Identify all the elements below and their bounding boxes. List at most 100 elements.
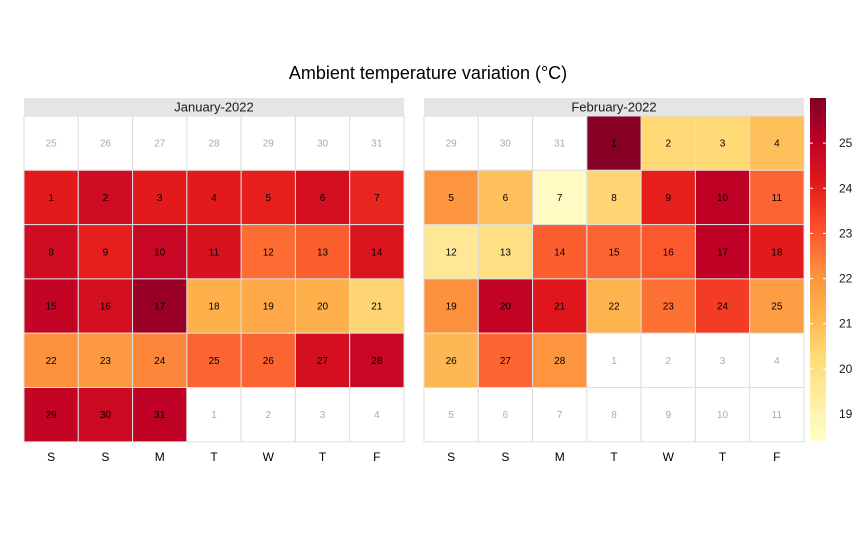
heatmap-cell xyxy=(640,224,696,280)
heatmap-cell xyxy=(532,387,588,443)
heatmap-cell xyxy=(640,169,696,226)
weekday-label: T xyxy=(210,450,218,464)
heatmap-cell xyxy=(749,332,805,389)
day-label: 6 xyxy=(503,193,509,204)
heatmap-cell xyxy=(532,224,588,280)
colorbar xyxy=(810,98,826,441)
day-label: 15 xyxy=(46,302,58,313)
colorbar-tick-label: 20 xyxy=(839,362,853,376)
weekday-label: T xyxy=(319,450,327,464)
heatmap-cell xyxy=(349,332,405,389)
day-label: 16 xyxy=(100,302,112,313)
day-label: 9 xyxy=(666,410,672,421)
day-label: 17 xyxy=(717,247,729,258)
chart-title: Ambient temperature variation (°C) xyxy=(289,63,567,83)
day-label: 31 xyxy=(154,410,166,421)
heatmap-cell xyxy=(132,332,188,389)
day-label: 5 xyxy=(448,410,454,421)
day-label: 2 xyxy=(266,410,272,421)
day-label: 6 xyxy=(320,193,326,204)
day-label: 19 xyxy=(263,302,275,313)
heatmap-cell xyxy=(694,387,751,443)
weekday-label: S xyxy=(47,450,55,464)
heatmap-cell xyxy=(294,387,351,443)
heatmap-cell xyxy=(586,278,642,334)
day-label: 12 xyxy=(446,247,458,258)
heatmap-cell xyxy=(640,387,696,443)
day-label: 11 xyxy=(209,247,220,258)
heatmap-cell xyxy=(23,224,79,280)
day-label: 15 xyxy=(608,247,620,258)
day-label: 23 xyxy=(100,356,112,367)
day-label: 24 xyxy=(154,356,166,367)
weekday-label: M xyxy=(555,450,565,464)
day-label: 12 xyxy=(263,247,275,258)
day-label: 10 xyxy=(717,410,729,421)
heatmap-cell xyxy=(186,169,242,226)
day-label: 8 xyxy=(48,247,54,258)
day-label: 30 xyxy=(100,410,112,421)
weekday-label: F xyxy=(373,450,380,464)
day-label: 13 xyxy=(500,247,512,258)
heatmap-cell xyxy=(640,332,696,389)
day-label: 10 xyxy=(717,193,729,204)
day-label: 29 xyxy=(46,410,58,421)
day-label: 14 xyxy=(371,247,383,258)
heatmap-cell xyxy=(240,332,296,389)
day-label: 21 xyxy=(371,302,383,313)
day-label: 22 xyxy=(608,302,620,313)
day-label: 13 xyxy=(317,247,329,258)
heatmap-cell xyxy=(694,169,751,226)
heatmap-cell xyxy=(477,278,534,334)
heatmap-cell xyxy=(694,278,751,334)
day-label: 26 xyxy=(446,356,458,367)
colorbar-legend: 19 20 21 22 23 24 25 xyxy=(810,98,853,441)
weekday-label: W xyxy=(263,450,275,464)
heatmap-cell xyxy=(23,169,79,226)
heatmap-cell xyxy=(132,278,188,334)
heatmap-cell xyxy=(423,115,479,171)
heatmap-cell xyxy=(532,278,588,334)
heatmap-cell xyxy=(186,387,242,443)
heatmap-cell xyxy=(240,224,296,280)
day-label: 23 xyxy=(663,302,675,313)
colorbar-tick-label: 22 xyxy=(839,272,853,286)
day-label: 31 xyxy=(371,139,383,150)
colorbar-tick-label: 24 xyxy=(839,181,853,195)
day-label: 31 xyxy=(554,139,566,150)
heatmap-cell xyxy=(586,169,642,226)
weekday-label: W xyxy=(663,450,675,464)
day-label: 25 xyxy=(771,302,783,313)
day-label: 25 xyxy=(208,356,220,367)
day-label: 14 xyxy=(554,247,566,258)
heatmap-cell xyxy=(240,115,296,171)
day-label: 25 xyxy=(46,139,58,150)
day-label: 4 xyxy=(774,139,780,150)
day-label: 30 xyxy=(317,139,329,150)
day-label: 11 xyxy=(772,193,783,204)
day-label: 3 xyxy=(157,193,163,204)
heatmap-cell xyxy=(23,332,79,389)
day-label: 1 xyxy=(611,356,617,367)
heatmap-cell xyxy=(694,224,751,280)
day-label: 17 xyxy=(154,302,166,313)
heatmap-cell xyxy=(23,278,79,334)
heatmap-cell xyxy=(186,278,242,334)
heatmap-cell xyxy=(586,224,642,280)
heatmap-cell xyxy=(694,115,751,171)
heatmap-cell xyxy=(423,387,479,443)
colorbar-tick-label: 19 xyxy=(839,407,853,421)
heatmap-cell xyxy=(77,387,134,443)
weekday-label: M xyxy=(155,450,165,464)
colorbar-tick-label: 23 xyxy=(839,226,853,240)
heatmap-cell xyxy=(240,169,296,226)
day-label: 24 xyxy=(717,302,729,313)
weekday-label: T xyxy=(610,450,618,464)
heatmap-cell xyxy=(349,169,405,226)
day-label: 19 xyxy=(446,302,458,313)
day-label: 5 xyxy=(448,193,454,204)
weekday-label: S xyxy=(501,450,509,464)
day-label: 22 xyxy=(46,356,58,367)
